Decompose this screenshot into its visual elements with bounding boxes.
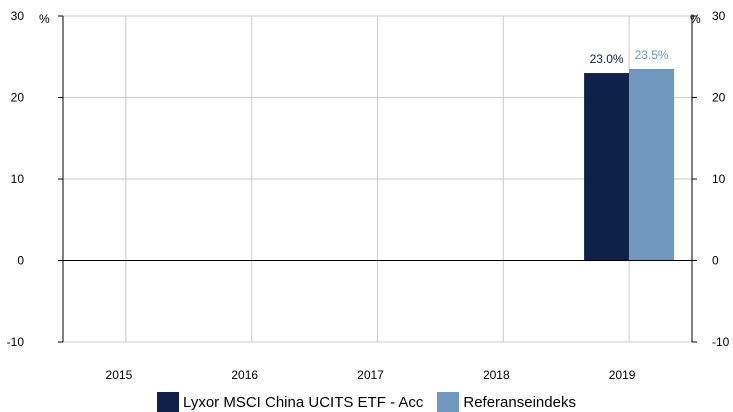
y-tick-label-right: 10 [712, 172, 726, 186]
legend-swatch-fund [157, 392, 180, 412]
x-tick-label: 2015 [106, 368, 133, 382]
y-unit-left: % [39, 12, 50, 26]
legend-item-fund: Lyxor MSCI China UCITS ETF - Acc [157, 392, 423, 412]
y-tick-label-left: 0 [17, 254, 24, 268]
y-tick-label-right: 30 [712, 9, 726, 23]
y-tick-label-left: 10 [11, 172, 25, 186]
y-tick-label-left: 30 [11, 9, 25, 23]
tick-labels: 30 30 20 20 10 10 0 0 -10 -10 2015 2016 2017 2018 2019… [7, 9, 730, 382]
legend-label-fund: Lyxor MSCI China UCITS ETF - Acc [183, 393, 424, 411]
bars [584, 68, 675, 261]
y-tick-label-right: 0 [712, 254, 719, 268]
y-tick-label-left: -10 [7, 335, 25, 349]
legend-swatch-reference [437, 392, 460, 412]
y-tick-label-right: -10 [712, 335, 730, 349]
data-label: 23.5% [635, 48, 669, 62]
x-tick-label: 2017 [357, 368, 384, 382]
legend: Lyxor MSCI China UCITS ETF - Acc Referan… [0, 392, 733, 412]
y-unit-right: % [690, 12, 701, 26]
data-label: 23.0% [590, 52, 624, 66]
y-tick-label-left: 20 [11, 91, 25, 105]
legend-label-reference: Referanseindeks [463, 393, 576, 411]
x-tick-label: 2016 [231, 368, 258, 382]
x-tick-label: 2018 [483, 368, 510, 382]
legend-item-reference: Referanseindeks [437, 392, 576, 412]
axes [58, 15, 697, 343]
bar [584, 73, 630, 261]
bar [629, 68, 675, 261]
x-tick-label: 2019 [609, 368, 636, 382]
y-tick-label-right: 20 [712, 91, 726, 105]
